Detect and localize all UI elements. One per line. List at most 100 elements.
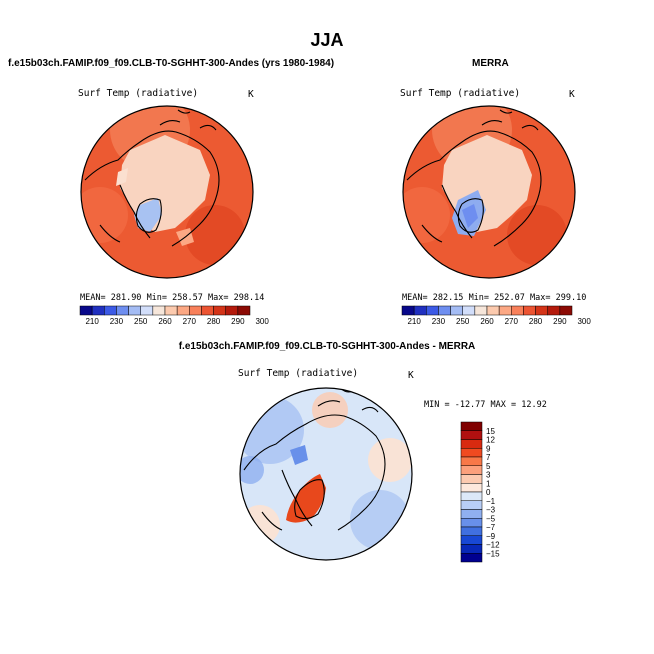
diff-colorbar-swatch: [460, 456, 483, 466]
diff-map-coastlines: [243, 388, 386, 531]
right-colorbar-tick-label: 270: [505, 317, 519, 326]
diff-colorbar-tick-label: 5: [486, 462, 491, 471]
right-colorbar: 210 230 250 260 270 280 290 300: [401, 305, 591, 326]
right-mean-value: 282.15: [432, 293, 464, 303]
right-colorbar-swatch: [401, 305, 415, 316]
left-colorbar-swatch: [140, 305, 154, 316]
diff-map: [239, 387, 413, 561]
diff-variable-label: Surf Temp (radiative): [238, 368, 359, 379]
left-colorbar-tick-label: 230: [110, 317, 124, 326]
diff-colorbar-swatch: [460, 526, 483, 536]
right-colorbar-tick-label: 210: [407, 317, 421, 326]
left-colorbar-swatch: [189, 305, 202, 316]
diff-colorbar-tick-label: 9: [486, 444, 491, 453]
diff-colorbar-swatch: [460, 421, 483, 431]
right-colorbar-tick-label: 300: [577, 317, 591, 326]
left-colorbar-swatch: [104, 305, 117, 316]
diff-colorbar-swatch: [460, 544, 483, 554]
right-map: [402, 105, 576, 279]
left-colorbar-swatch: [91, 305, 105, 316]
left-colorbar-tick-label: 270: [183, 317, 197, 326]
left-colorbar-tick-label: 210: [85, 317, 99, 326]
diff-minmax-text: MIN = -12.77 MAX = 12.92: [424, 400, 547, 410]
right-map-coastlines: [406, 109, 542, 247]
diff-panel-header: f.e15b03ch.FAMIP.f09_f09.CLB-T0-SGHHT-30…: [178, 341, 476, 352]
right-variable-label: Surf Temp (radiative): [400, 88, 521, 99]
diff-colorbar-swatch: [460, 500, 483, 510]
right-colorbar-swatch: [438, 305, 451, 316]
left-colorbar-swatch: [128, 305, 141, 316]
right-map-border: [402, 105, 576, 279]
right-colorbar-tick-label: 280: [529, 317, 543, 326]
diff-colorbar-swatch: [460, 553, 483, 563]
right-panel-header: MERRA: [472, 58, 509, 69]
right-units-label: K: [569, 89, 575, 100]
diff-colorbar-tick-label: −3: [486, 506, 496, 515]
diff-colorbar-swatch: [460, 448, 483, 458]
left-colorbar-swatch: [116, 305, 129, 316]
diff-colorbar-tick-label: −5: [486, 514, 496, 523]
left-panel-header: f.e15b03ch.FAMIP.f09_f09.CLB-T0-SGHHT-30…: [8, 58, 335, 69]
left-colorbar-tick-label: 260: [158, 317, 172, 326]
right-colorbar-swatch: [498, 305, 512, 316]
diff-colorbar-tick-label: −7: [486, 523, 496, 532]
diff-colorbar-swatch: [460, 483, 483, 493]
diff-colorbar-swatch: [460, 465, 483, 475]
right-mean-label: MEAN=: [402, 293, 428, 303]
diff-colorbar-tick-label: −1: [486, 497, 496, 506]
diff-colorbar-tick-label: −9: [486, 532, 496, 541]
left-map-border: [80, 105, 254, 279]
left-variable-label: Surf Temp (radiative): [78, 88, 199, 99]
left-colorbar-swatch: [164, 305, 178, 316]
right-colorbar-swatch: [559, 305, 573, 316]
diff-map-greenland-warm: [286, 474, 326, 523]
right-colorbar-tick-label: 250: [456, 317, 470, 326]
left-units-label: K: [248, 89, 254, 100]
left-min-value: 258.57: [172, 293, 203, 303]
right-colorbar-tick-label: 230: [432, 317, 446, 326]
left-min-label: Min=: [146, 293, 168, 303]
left-colorbar-tick-label: 290: [231, 317, 245, 326]
diff-colorbar-tick-label: −12: [486, 541, 500, 550]
left-colorbar-swatch: [79, 305, 93, 316]
left-colorbar-swatch: [176, 305, 190, 316]
right-colorbar-swatch: [486, 305, 500, 316]
diff-colorbar-tick-label: 3: [486, 471, 491, 480]
left-map-greenland-cool: [134, 198, 162, 232]
left-max-value: 298.14: [233, 293, 265, 303]
diff-colorbar-swatch: [460, 535, 483, 545]
figure-title: JJA: [310, 30, 344, 50]
diff-colorbar-tick-label: 12: [486, 436, 495, 445]
right-colorbar-swatch: [523, 305, 536, 316]
diff-colorbar-tick-label: 7: [486, 453, 491, 462]
right-colorbar-swatch: [462, 305, 476, 316]
right-colorbar-swatch: [474, 305, 488, 316]
left-colorbar-swatch: [152, 305, 166, 316]
right-colorbar-swatch: [535, 305, 548, 316]
right-colorbar-swatch: [511, 305, 524, 316]
left-colorbar-tick-label: 280: [207, 317, 221, 326]
right-colorbar-swatch: [450, 305, 463, 316]
diff-colorbar-tick-label: 15: [486, 427, 495, 436]
diff-colorbar-swatch: [460, 474, 483, 484]
right-max-label: Max=: [530, 293, 551, 303]
diff-colorbar-swatch: [460, 439, 483, 449]
left-stats: MEAN= 281.90 Min= 258.57 Max= 298.14: [80, 293, 264, 303]
diff-colorbar-tick-label: −15: [486, 549, 500, 558]
left-mean-label: MEAN=: [80, 293, 106, 303]
left-mean-value: 281.90: [110, 293, 142, 303]
diff-colorbar-swatch: [460, 430, 483, 440]
diff-colorbar-swatch: [460, 518, 483, 528]
right-colorbar-swatch: [413, 305, 427, 316]
left-colorbar-tick-label: 300: [255, 317, 269, 326]
left-colorbar-swatch: [213, 305, 226, 316]
diff-colorbar-swatch: [460, 491, 483, 501]
left-map: [80, 105, 254, 279]
right-max-value: 299.10: [555, 293, 587, 303]
right-colorbar-swatch: [547, 305, 561, 316]
left-colorbar-swatch: [201, 305, 214, 316]
left-colorbar-swatch: [225, 305, 239, 316]
